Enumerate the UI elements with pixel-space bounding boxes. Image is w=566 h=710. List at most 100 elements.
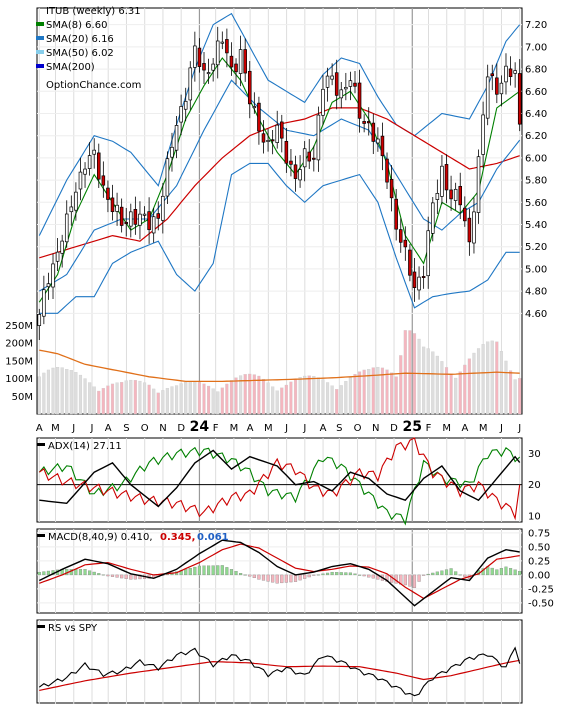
- macd-histogram-bar: [316, 574, 320, 576]
- macd-histogram-bar: [74, 569, 78, 576]
- candle-body: [366, 121, 371, 124]
- rs-line: [38, 646, 521, 697]
- candle-body: [440, 165, 444, 197]
- rs-label: RS vs SPY: [48, 623, 98, 634]
- candle-body: [270, 139, 275, 142]
- macd-line: [38, 539, 520, 607]
- macd-histogram-bar: [234, 571, 238, 576]
- legend-swatch-sma50: [36, 50, 44, 54]
- adx-tick-label: 30: [528, 449, 541, 460]
- volume-bar: [239, 375, 243, 415]
- volume-bar: [271, 386, 275, 415]
- candle-body: [124, 222, 128, 224]
- volume-bar: [234, 377, 238, 415]
- candle-body: [435, 193, 440, 200]
- candle-body: [463, 207, 467, 222]
- candle-body: [426, 230, 430, 277]
- volume-bar: [431, 351, 435, 415]
- volume-bar: [307, 375, 311, 415]
- x-tick-label: 25: [403, 419, 422, 435]
- volume-bar: [284, 384, 288, 415]
- candle-body: [51, 263, 55, 288]
- volume-bar: [197, 382, 201, 415]
- price-tick-label: 5.40: [525, 220, 547, 231]
- candle-body: [499, 82, 504, 95]
- volume-bar: [152, 388, 156, 415]
- volume-bar: [435, 355, 439, 415]
- macd-tick-label: 0.50: [528, 542, 550, 553]
- candle-body: [344, 87, 348, 90]
- candle-body: [252, 106, 257, 109]
- price-tick-label: 6.40: [525, 109, 547, 120]
- volume-tick-label: 250M: [5, 321, 33, 332]
- macd-hist-label: 0.061: [197, 532, 229, 543]
- volume-bar: [101, 388, 105, 415]
- x-tick-label: D: [177, 423, 185, 434]
- candle-body: [69, 206, 74, 213]
- volume-bar: [60, 367, 64, 415]
- volume-bar: [335, 389, 339, 415]
- candle-body: [394, 198, 398, 230]
- candle-body: [60, 240, 64, 254]
- volume-bar: [92, 386, 96, 415]
- macd-histogram-bar: [403, 574, 407, 586]
- candle-body: [307, 151, 312, 162]
- volume-bar: [362, 369, 366, 415]
- volume-bar: [110, 383, 115, 415]
- volume-bar: [257, 375, 261, 415]
- macd-histogram-bar: [225, 567, 229, 576]
- macd-tick-label: 0.00: [528, 570, 550, 581]
- candle-body: [92, 149, 96, 155]
- macd-histogram-bar: [184, 569, 188, 576]
- candle-body: [472, 211, 476, 244]
- macd-histogram-bar: [518, 571, 522, 576]
- volume-bar: [376, 366, 380, 415]
- x-tick-label: S: [336, 423, 342, 434]
- candle-body: [339, 89, 344, 99]
- volume-bar: [42, 372, 46, 415]
- x-tick-label: O: [141, 423, 149, 434]
- macd-histogram-bar: [463, 574, 467, 577]
- volume-bar: [138, 380, 142, 415]
- candle-body: [115, 204, 119, 212]
- volume-bar: [88, 382, 92, 415]
- volume-bar: [216, 391, 220, 415]
- macd-histogram-bar: [252, 574, 256, 579]
- x-tick-label: J: [284, 423, 288, 434]
- candle-body: [389, 178, 394, 199]
- volume-bar: [243, 374, 247, 415]
- indicator-lines: [37, 437, 522, 697]
- price-candles: [37, 26, 522, 340]
- candle-body: [485, 76, 490, 119]
- x-tick-label: J: [90, 423, 94, 434]
- volume-bar: [184, 381, 188, 415]
- x-tick-label: J: [302, 423, 306, 434]
- macd-histogram-bar: [248, 574, 252, 577]
- candle-body: [321, 88, 325, 116]
- volume-bar: [444, 367, 449, 415]
- candle-body: [293, 164, 298, 179]
- macd-histogram-bar: [97, 573, 101, 576]
- volume-tick-label: 50M: [12, 392, 33, 403]
- x-tick-label: S: [123, 423, 129, 434]
- legend-sma200: SMA(200): [46, 62, 95, 73]
- moving-averages: [38, 57, 521, 303]
- macd-histogram-bar: [284, 574, 288, 583]
- macd-histogram-bar: [330, 571, 334, 576]
- macd-histogram-bar: [271, 574, 275, 583]
- x-tick-label: 24: [190, 419, 210, 435]
- price-tick-label: 6.00: [525, 153, 547, 164]
- volume-bar: [394, 376, 398, 415]
- candle-body: [513, 70, 517, 74]
- volume-bar: [252, 374, 256, 415]
- volume-bar: [37, 376, 41, 415]
- candle-body: [302, 148, 307, 168]
- candle-body: [330, 75, 334, 80]
- candle-body: [431, 202, 435, 234]
- volume-bar: [481, 344, 485, 415]
- legend-sma20: SMA(20) 6.16: [46, 34, 114, 45]
- macd-histogram-bar: [37, 571, 41, 576]
- volume-bar: [165, 388, 169, 415]
- legend-sma50: SMA(50) 6.02: [46, 48, 114, 59]
